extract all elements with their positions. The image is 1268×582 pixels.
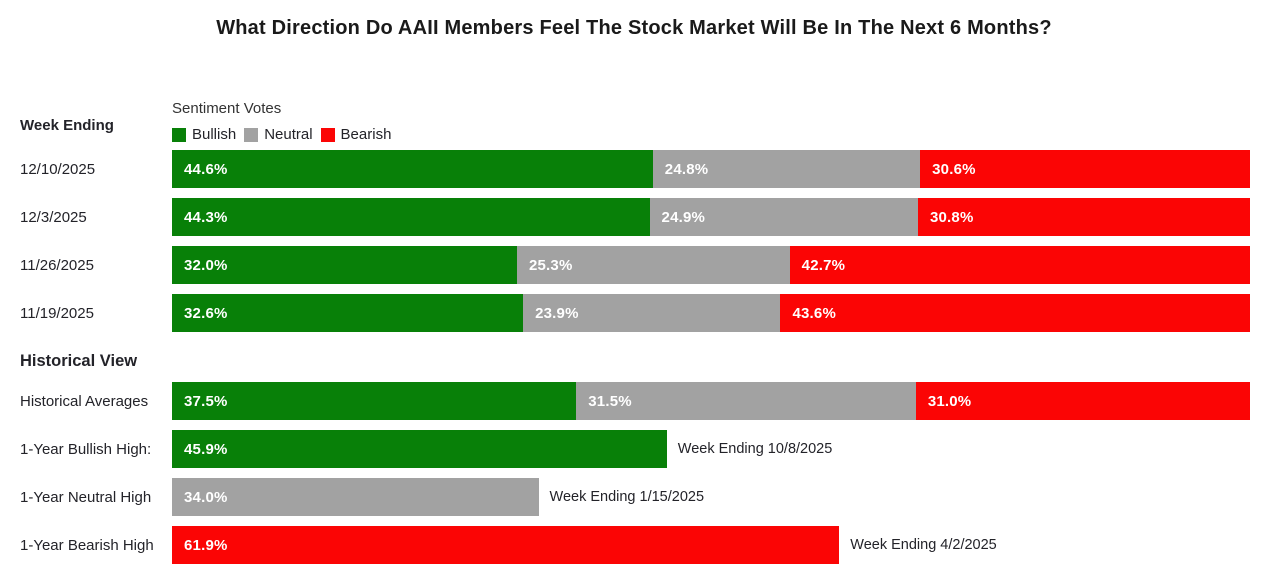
stacked-bar: 44.6% 24.8% 30.6% xyxy=(172,150,1250,188)
row-label-date: 12/10/2025 xyxy=(20,160,96,178)
legend-label-bullish: Bullish xyxy=(192,126,237,143)
bullish-value-label: 44.6% xyxy=(184,160,228,178)
neutral-value-label: 23.9% xyxy=(535,304,579,322)
neutral-segment: 31.5% xyxy=(576,382,916,420)
stacked-bar: 37.5% 31.5% 31.0% xyxy=(172,382,1250,420)
bar-row-week-1: 12/3/2025 44.3% 24.9% 30.8% xyxy=(0,198,1268,236)
bearish-segment: 43.6% xyxy=(780,294,1250,332)
neutral-swatch-icon xyxy=(244,127,259,142)
bullish-value-label: 32.6% xyxy=(184,304,228,322)
row-label-bullish-high: 1-Year Bullish High: xyxy=(20,440,152,458)
bar-row-week-2: 11/26/2025 32.0% 25.3% 42.7% xyxy=(0,246,1268,284)
row-label-historical-averages: Historical Averages xyxy=(20,392,149,410)
row-label-date: 12/3/2025 xyxy=(20,208,87,226)
bearish-value-label: 30.8% xyxy=(929,208,974,226)
bearish-segment: 30.6% xyxy=(920,150,1250,188)
stacked-bar: 32.6% 23.9% 43.6% xyxy=(172,294,1250,332)
row-label-bearish-high: 1-Year Bearish High xyxy=(20,536,154,554)
weekly-rows: 12/10/2025 44.6% 24.8% 30.6% 12/3/2025 4… xyxy=(0,150,1268,332)
legend-label-bearish: Bearish xyxy=(340,126,392,143)
week-ending-header: Week Ending xyxy=(20,117,114,134)
stacked-bar: 44.3% 24.9% 30.8% xyxy=(172,198,1250,236)
bar-row-week-0: 12/10/2025 44.6% 24.8% 30.6% xyxy=(0,150,1268,188)
bullish-high-week-note: Week Ending 10/8/2025 xyxy=(677,441,833,457)
single-bar: 61.9% Week Ending 4/2/2025 xyxy=(172,526,1250,564)
left-axis-header-cell: Week Ending xyxy=(0,117,172,143)
neutral-segment: 34.0% xyxy=(172,478,539,516)
legend-item-neutral: Neutral xyxy=(244,126,313,143)
bullish-segment: 37.5% xyxy=(172,382,577,420)
bullish-value-label: 32.0% xyxy=(184,256,228,274)
historical-view-heading: Historical View xyxy=(20,352,138,370)
historical-rows: Historical Averages 37.5% 31.5% 31.0% 1-… xyxy=(0,382,1268,564)
bullish-value-label: 45.9% xyxy=(184,440,228,458)
bar-row-neutral-high: 1-Year Neutral High 34.0% Week Ending 1/… xyxy=(0,478,1268,516)
bearish-swatch-icon xyxy=(320,127,335,142)
legend-label-neutral: Neutral xyxy=(264,126,313,143)
legend-item-bullish: Bullish xyxy=(172,126,236,143)
bar-row-historical-averages: Historical Averages 37.5% 31.5% 31.0% xyxy=(0,382,1268,420)
neutral-segment: 23.9% xyxy=(523,294,781,332)
bullish-swatch-icon xyxy=(172,127,186,142)
neutral-value-label: 31.5% xyxy=(588,392,632,410)
legend: Bullish Neutral Bearish xyxy=(172,126,1268,143)
bearish-value-label: 31.0% xyxy=(927,392,972,410)
chart-header-row: Week Ending Sentiment Votes Bullish Neut… xyxy=(0,100,1268,143)
neutral-segment: 25.3% xyxy=(516,246,790,284)
row-label-neutral-high: 1-Year Neutral High xyxy=(20,488,152,506)
bearish-segment: 31.0% xyxy=(915,382,1250,420)
row-label-date: 11/19/2025 xyxy=(20,304,94,322)
bearish-high-week-note: Week Ending 4/2/2025 xyxy=(850,537,997,553)
bearish-value-label: 42.7% xyxy=(801,256,846,274)
bearish-value-label: 43.6% xyxy=(792,304,837,322)
neutral-segment: 24.9% xyxy=(649,198,918,236)
legend-item-bearish: Bearish xyxy=(320,126,392,143)
bearish-segment: 61.9% xyxy=(172,526,840,564)
bullish-segment: 32.6% xyxy=(172,294,524,332)
legend-block: Sentiment Votes Bullish Neutral Bearish xyxy=(172,100,1268,143)
bullish-segment: 32.0% xyxy=(172,246,517,284)
bullish-segment: 44.3% xyxy=(172,198,650,236)
neutral-value-label: 25.3% xyxy=(528,256,573,274)
chart-title: What Direction Do AAII Members Feel The … xyxy=(216,17,1052,39)
bearish-segment: 42.7% xyxy=(789,246,1250,284)
bearish-value-label: 30.6% xyxy=(932,160,976,178)
single-bar: 45.9% Week Ending 10/8/2025 xyxy=(172,430,1250,468)
legend-title: Sentiment Votes xyxy=(172,100,282,117)
bullish-segment: 45.9% xyxy=(172,430,667,468)
bullish-value-label: 44.3% xyxy=(184,208,228,226)
row-label-date: 11/26/2025 xyxy=(20,256,94,274)
bar-row-bullish-high: 1-Year Bullish High: 45.9% Week Ending 1… xyxy=(0,430,1268,468)
bearish-value-label: 61.9% xyxy=(184,536,228,554)
neutral-value-label: 24.9% xyxy=(661,208,706,226)
bullish-value-label: 37.5% xyxy=(184,392,228,410)
bar-row-week-3: 11/19/2025 32.6% 23.9% 43.6% xyxy=(0,294,1268,332)
neutral-high-week-note: Week Ending 1/15/2025 xyxy=(549,489,705,505)
neutral-value-label: 34.0% xyxy=(184,488,228,506)
neutral-value-label: 24.8% xyxy=(664,160,709,178)
stacked-bar: 32.0% 25.3% 42.7% xyxy=(172,246,1250,284)
single-bar: 34.0% Week Ending 1/15/2025 xyxy=(172,478,1250,516)
bearish-segment: 30.8% xyxy=(917,198,1250,236)
bullish-segment: 44.6% xyxy=(172,150,653,188)
neutral-segment: 24.8% xyxy=(652,150,921,188)
bar-row-bearish-high: 1-Year Bearish High 61.9% Week Ending 4/… xyxy=(0,526,1268,564)
